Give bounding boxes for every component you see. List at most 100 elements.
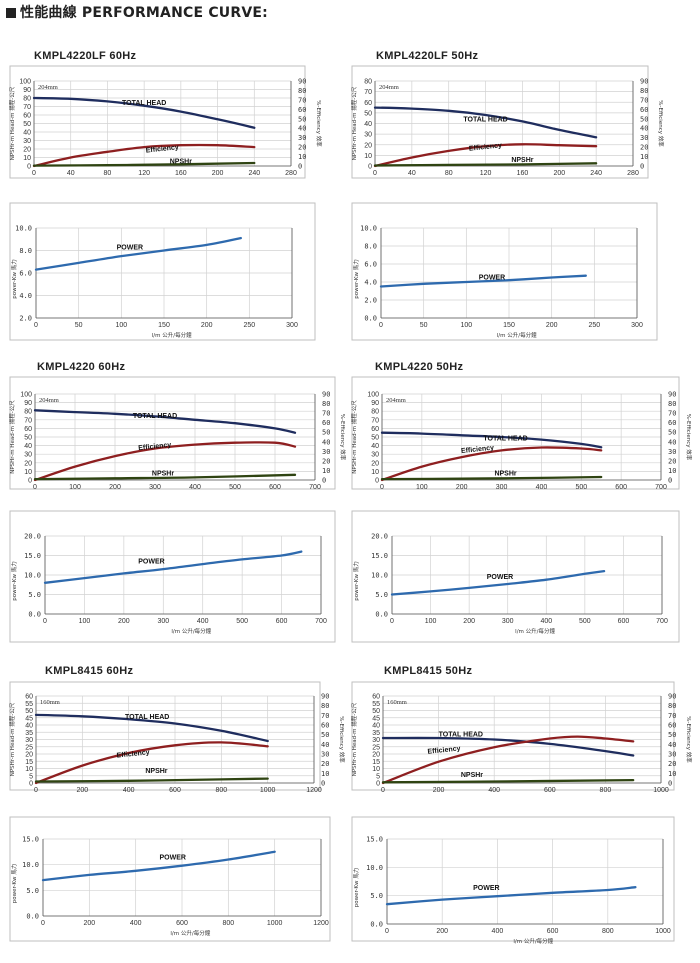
impeller-size-label: 160mm [387, 699, 407, 706]
y-right-tick-label: 50 [321, 731, 329, 739]
chart-frame [9, 376, 336, 490]
y-right-tick-label: 50 [668, 731, 676, 739]
chart-frame [9, 510, 336, 643]
y-tick-label: 2.0 [19, 315, 32, 323]
y-tick-label: 10.0 [360, 225, 377, 233]
performance-chart: 0 40 80 120 160 200 240 28001020304050607080901… [8, 65, 323, 179]
y-left-tick-label: 90 [24, 400, 32, 407]
y-right-tick-label: 20 [298, 144, 306, 152]
y-tick-label: 5.0 [370, 892, 383, 900]
y-tick-label: 0.0 [364, 315, 377, 323]
x-tick-label: 0 [33, 484, 37, 491]
y-right-tick-label: 0 [668, 477, 672, 485]
y-tick-label: 5.0 [28, 591, 41, 599]
y-left-tick-label: 10 [23, 155, 31, 162]
y-right-tick-label: 60 [322, 419, 330, 427]
y-right-tick-label: 80 [322, 400, 330, 408]
y-left-tick-label: 60 [371, 426, 379, 433]
y-left-tick-label: 40 [23, 130, 31, 137]
y-right-tick-label: 80 [321, 702, 329, 710]
y-right-tick-label: 0 [640, 163, 644, 171]
y-left-tick-label: 80 [371, 409, 379, 416]
efficiency-curve [32, 143, 256, 168]
x-tick-label: 150 [158, 322, 170, 329]
y-right-tick-label: 80 [298, 87, 306, 95]
x-tick-label: 200 [76, 787, 88, 794]
y-right-axis-label: %-Efficiency 效率 [685, 414, 693, 461]
x-tick-label: 100 [115, 322, 127, 329]
y-tick-label: 15.0 [24, 552, 41, 560]
x-tick-label: 800 [222, 920, 234, 927]
y-tick-label: 15.0 [22, 836, 39, 844]
x-tick-label: 400 [197, 618, 209, 625]
y-axis-label: power-Kw 馬力 [352, 868, 360, 908]
model-title: KMPL4220LF 50Hz [376, 50, 479, 62]
y-right-tick-label: 10 [298, 153, 306, 161]
x-tick-label: 300 [149, 484, 161, 491]
power-label: POWER [479, 274, 505, 281]
y-right-tick-label: 40 [298, 125, 306, 133]
y-left-tick-label: 100 [20, 392, 32, 399]
efficiency-label: Efficiency [461, 445, 495, 455]
x-tick-label: 100 [425, 618, 437, 625]
y-right-axis-label: %-Efficiency 效率 [315, 100, 323, 147]
power-label: POWER [117, 244, 143, 251]
x-tick-label: 80 [104, 170, 112, 177]
y-left-tick-label: 55 [25, 701, 33, 708]
x-tick-label: 400 [123, 787, 135, 794]
y-tick-label: 15.0 [371, 552, 388, 560]
x-axis-label: l/m 公升/每分鐘 [513, 937, 553, 945]
y-tick-label: 8.0 [19, 247, 32, 255]
y-tick-label: 10.0 [371, 572, 388, 580]
performance-chart: 0 100 200 300 400 500 600 700010203040506070809… [350, 376, 693, 491]
y-left-tick-label: 5 [29, 773, 33, 780]
impeller-size-label: 204mm [39, 397, 59, 404]
y-right-tick-label: 50 [640, 115, 648, 123]
model-title: KMPL4220 50Hz [375, 361, 464, 373]
y-tick-label: 10.0 [24, 572, 41, 580]
npshr-curve [381, 778, 635, 784]
y-right-tick-label: 40 [321, 741, 329, 749]
y-left-tick-label: 35 [372, 730, 380, 737]
x-tick-label: 300 [157, 618, 169, 625]
y-left-tick-label: 45 [372, 715, 380, 722]
y-left-tick-label: 20 [23, 147, 31, 154]
power-chart: 0 100 200 300 400 500 600 700 0.0 5.0 10.0 15.0 20.0… [351, 510, 680, 643]
x-tick-label: 120 [480, 170, 492, 177]
x-tick-label: 400 [536, 484, 548, 491]
x-tick-label: 600 [547, 928, 559, 935]
y-left-tick-label: 55 [372, 701, 380, 708]
x-tick-label: 40 [408, 170, 416, 177]
npshr-label: NPSHr [461, 772, 483, 779]
y-left-tick-label: 10 [371, 469, 379, 476]
x-tick-label: 0 [34, 787, 38, 794]
y-right-tick-label: 70 [640, 96, 648, 104]
page-title: 性能曲線 PERFORMANCE CURVE: [6, 2, 268, 22]
x-tick-label: 240 [248, 170, 260, 177]
efficiency-curve [34, 741, 269, 785]
x-tick-label: 50 [420, 322, 428, 329]
y-right-tick-label: 70 [298, 96, 306, 104]
y-left-axis-label: NPSHr-m Head-m 揚程-公尺 [350, 400, 358, 474]
x-tick-label: 1000 [267, 920, 283, 927]
y-right-tick-label: 90 [668, 391, 676, 399]
impeller-size-label: 204mm [386, 397, 406, 404]
x-tick-label: 700 [315, 618, 327, 625]
y-tick-label: 8.0 [364, 243, 377, 251]
x-tick-label: 300 [496, 484, 508, 491]
x-tick-label: 250 [243, 322, 255, 329]
y-right-tick-label: 10 [640, 153, 648, 161]
y-right-tick-label: 0 [321, 780, 325, 788]
y-right-tick-label: 40 [668, 741, 676, 749]
y-right-tick-label: 20 [668, 457, 676, 465]
y-right-tick-label: 30 [321, 751, 329, 759]
x-tick-label: 150 [503, 322, 515, 329]
x-tick-label: 40 [67, 170, 75, 177]
y-right-tick-label: 60 [321, 722, 329, 730]
y-left-tick-label: 80 [364, 79, 372, 86]
x-tick-label: 1200 [313, 920, 329, 927]
power-label: POWER [487, 574, 513, 581]
y-left-tick-label: 50 [364, 110, 372, 117]
x-tick-label: 600 [169, 787, 181, 794]
